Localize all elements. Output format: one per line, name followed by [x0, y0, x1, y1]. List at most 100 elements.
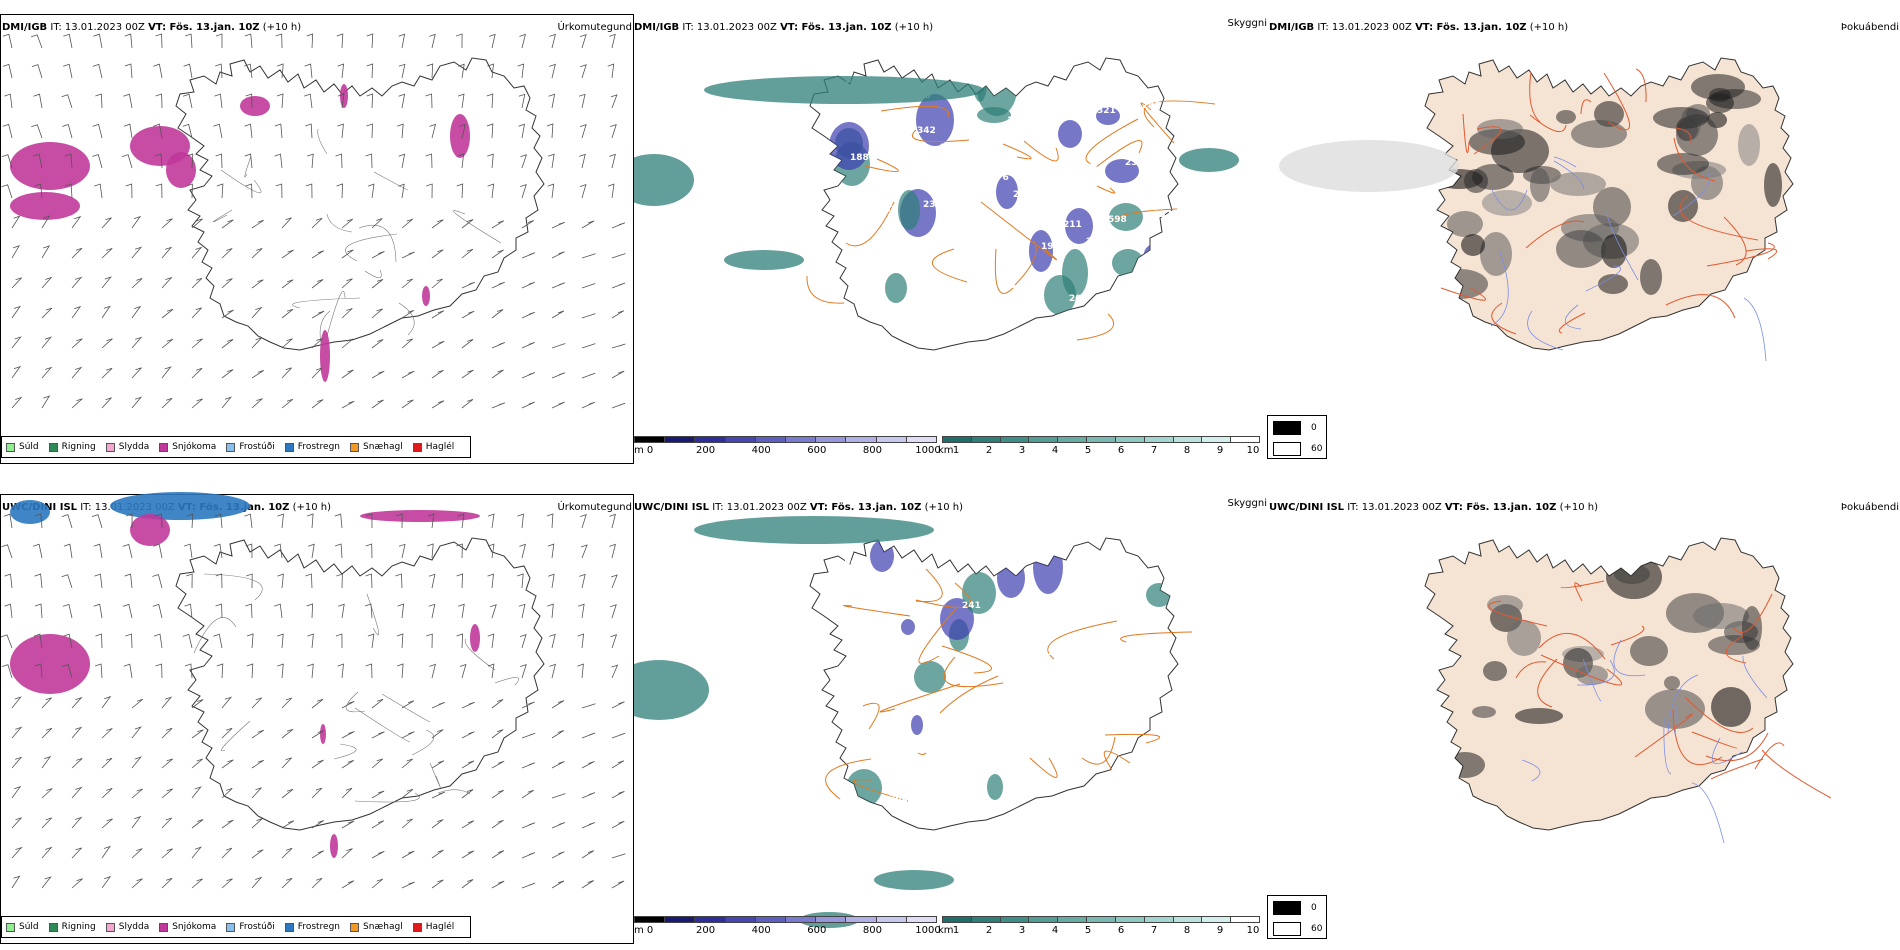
legend-swatch: [6, 442, 15, 452]
wind-barb: [191, 218, 203, 229]
wind-barb: [2, 33, 13, 49]
init-time: IT: 13.01.2023 00Z: [709, 502, 810, 513]
river-line: [1667, 674, 1699, 734]
road-line: [494, 677, 519, 686]
wind-barb: [124, 63, 133, 79]
wind-barb: [431, 849, 444, 859]
visibility-areas: [634, 76, 1239, 270]
wind-barb: [215, 33, 223, 48]
wind-barb: [71, 847, 82, 859]
wind-barb: [581, 792, 596, 799]
colorbar-unit: m: [634, 925, 644, 936]
wind-barb: [245, 603, 253, 619]
colorbar-tick-label: 6: [1117, 445, 1125, 456]
visibility-areas: [634, 516, 954, 928]
colorbar-segment: [905, 916, 937, 923]
wind-barb: [221, 696, 233, 709]
wind-barb: [580, 513, 587, 529]
road-line: [212, 209, 233, 223]
wind-barb: [221, 369, 234, 379]
wind-barb: [396, 663, 404, 679]
colorbar-tick-label: 2: [985, 445, 993, 456]
wind-barb: [281, 877, 293, 889]
fog-area: [1550, 172, 1606, 196]
wind-barb: [517, 513, 524, 529]
wind-barb: [221, 878, 233, 889]
colorbar-tick-label: 4: [1051, 445, 1059, 456]
wind-barb: [305, 183, 313, 199]
wind-barb: [131, 396, 143, 409]
river-line: [1521, 759, 1541, 782]
legend-swatch: [48, 442, 58, 452]
wind-barb: [161, 246, 173, 259]
wind-barb: [341, 369, 354, 379]
wind-barb: [11, 756, 23, 769]
colorbar-segment: [664, 916, 696, 923]
wind-barb: [186, 153, 194, 169]
wind-barb: [215, 63, 223, 79]
wind-barb: [281, 697, 293, 709]
wind-barb: [61, 514, 73, 529]
road-line: [1560, 580, 1605, 589]
wind-barb: [458, 603, 465, 619]
colorbar-tick-label: 7: [1150, 925, 1158, 936]
road-line: [411, 729, 435, 756]
colorbar-segment: [1086, 916, 1116, 923]
wind-barb: [578, 93, 586, 109]
wind-barb: [182, 93, 193, 109]
wind-barb: [401, 731, 415, 739]
wind-barb: [311, 338, 323, 349]
colorbar-tick-label: 9: [1216, 445, 1224, 456]
fog-legend-label: 0: [1311, 423, 1317, 433]
wind-barb: [214, 93, 223, 109]
fog-area: [1461, 234, 1485, 256]
cloud-base-value: 38: [889, 314, 902, 324]
road-line: [1537, 658, 1558, 708]
wind-barb: [64, 153, 73, 169]
road-line: [429, 762, 441, 788]
fog-area: [1630, 636, 1668, 666]
wind-barb: [124, 573, 133, 589]
legend-label: Haglél: [425, 442, 455, 452]
river-line: [1673, 705, 1677, 734]
road-network: [1440, 68, 1778, 335]
cloud-base-area: [1033, 540, 1063, 594]
cloud-base-value: 147: [1035, 168, 1054, 178]
fog-legend-swatch: [1273, 901, 1301, 915]
wind-barb: [341, 760, 355, 769]
legend-item: Snæhagl: [350, 442, 403, 452]
wind-barb: [610, 574, 618, 589]
wind-barb: [221, 278, 233, 289]
wind-barb: [371, 790, 385, 799]
wind-barb: [306, 513, 314, 529]
wind-barb: [216, 663, 224, 679]
wind-barb: [101, 845, 112, 859]
wind-barb: [611, 701, 625, 709]
colorbar-segment: [845, 916, 877, 923]
wind-barb: [487, 63, 494, 79]
wind-barb: [221, 788, 233, 799]
wind-barb: [161, 218, 173, 229]
wind-barb: [609, 153, 616, 169]
wind-barb: [547, 183, 555, 199]
wind-barb: [580, 64, 587, 79]
wind-barb: [41, 788, 53, 799]
wind-barb: [366, 123, 373, 139]
wind-barb: [155, 33, 163, 49]
wind-barb: [308, 543, 315, 559]
road-line: [1029, 757, 1058, 778]
wind-barb: [125, 633, 133, 649]
road-line: [980, 201, 1058, 261]
wind-barb: [191, 758, 203, 769]
wind-barb: [277, 633, 284, 649]
road-line: [333, 743, 357, 760]
legend-item: Slydda: [105, 922, 149, 932]
wind-barb: [276, 93, 284, 109]
wind-barb: [281, 249, 294, 259]
wind-barb: [366, 33, 374, 49]
wind-barb: [251, 818, 263, 829]
wind-barb: [401, 338, 413, 349]
lead-time: (+10 h): [289, 502, 331, 513]
road-line: [398, 302, 415, 336]
road-line: [1580, 99, 1592, 115]
